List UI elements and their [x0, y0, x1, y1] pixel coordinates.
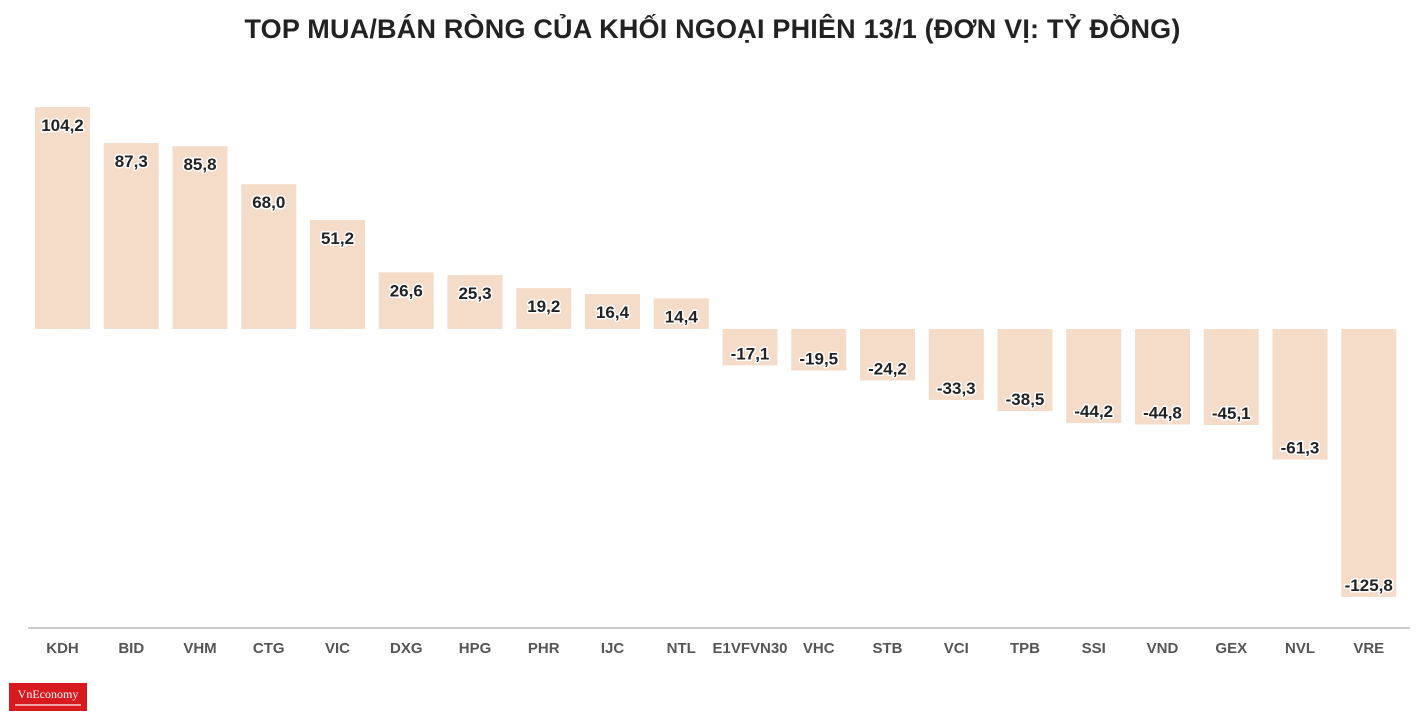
- bar-nvl: [1272, 329, 1328, 460]
- bar-e1vfvn30: [722, 329, 778, 366]
- value-label-vic: 51,2: [321, 229, 354, 248]
- tick-label-ntl: NTL: [667, 640, 696, 657]
- value-label-vhm: 85,8: [183, 155, 216, 174]
- bar-ntl: [653, 298, 709, 329]
- value-label-ntl: 14,4: [665, 307, 699, 326]
- value-label-vci: -33,3: [937, 379, 976, 398]
- tick-label-ijc: IJC: [601, 640, 625, 657]
- value-label-vnd: -44,8: [1143, 403, 1182, 422]
- bar-ssi: [1066, 329, 1122, 424]
- value-label-bid: 87,3: [115, 152, 148, 171]
- tick-label-tpb: TPB: [1010, 640, 1040, 657]
- tick-label-vic: VIC: [325, 640, 350, 657]
- bar-vnd: [1135, 329, 1190, 425]
- bar-gex: [1203, 329, 1259, 426]
- tick-label-dxg: DXG: [390, 640, 423, 657]
- tick-label-gex: GEX: [1215, 640, 1247, 657]
- value-label-dxg: 26,6: [390, 281, 423, 300]
- tick-label-kdh: KDH: [46, 640, 79, 657]
- bars-layer: [35, 107, 1397, 597]
- bar-tpb: [997, 329, 1053, 412]
- value-label-gex: -45,1: [1212, 404, 1251, 423]
- value-label-hpg: 25,3: [458, 284, 491, 303]
- logo-underline: [15, 704, 81, 706]
- bar-kdh: [35, 107, 90, 329]
- x-axis-ticks: KDH BID VHM CTG VIC DXG HPG PHR IJC NTL E1VFVN30 VH…: [46, 640, 1384, 657]
- tick-label-bid: BID: [118, 640, 144, 657]
- tick-label-ctg: CTG: [253, 640, 285, 657]
- bar-vre: [1341, 329, 1397, 597]
- bar-ctg: [241, 184, 297, 329]
- value-label-e1vfvn30: -17,1: [731, 344, 770, 363]
- bar-bid: [103, 143, 159, 329]
- bar-vhm: [172, 146, 228, 329]
- tick-label-ssi: SSI: [1082, 640, 1106, 657]
- bar-vic: [310, 219, 365, 329]
- value-label-ctg: 68,0: [252, 193, 285, 212]
- chart-title: TOP MUA/BÁN RÒNG CỦA KHỐI NGOẠI PHIÊN 13…: [244, 14, 1181, 44]
- value-label-vre: -125,8: [1345, 576, 1393, 595]
- bar-phr: [516, 288, 572, 329]
- tick-label-vnd: VND: [1147, 640, 1179, 657]
- tick-label-e1vfvn30: E1VFVN30: [712, 640, 787, 657]
- bar-vhc: [791, 329, 847, 371]
- logo-text: VnEconomy: [17, 687, 79, 701]
- vneconomy-logo: VnEconomy: [9, 683, 87, 711]
- value-label-stb: -24,2: [868, 360, 907, 379]
- bar-ijc: [585, 294, 640, 329]
- bar-dxg: [378, 272, 434, 329]
- value-label-nvl: -61,3: [1281, 439, 1320, 458]
- tick-label-vre: VRE: [1353, 640, 1384, 657]
- value-labels-layer: 104,2 87,3 85,8 68,0 51,2 26,6 25,3 19,2 16,4 14,…: [40, 115, 1395, 597]
- bar-stb: [860, 329, 915, 381]
- value-label-tpb: -38,5: [1006, 390, 1045, 409]
- tick-label-hpg: HPG: [459, 640, 492, 657]
- bar-vci: [928, 329, 984, 400]
- bar-hpg: [447, 275, 503, 329]
- tick-label-phr: PHR: [528, 640, 560, 657]
- value-label-ssi: -44,2: [1074, 402, 1113, 421]
- tick-label-vhm: VHM: [183, 640, 216, 657]
- tick-label-vhc: VHC: [803, 640, 835, 657]
- value-label-vhc: -19,5: [799, 350, 838, 369]
- tick-label-nvl: NVL: [1285, 640, 1315, 657]
- value-label-phr: 19,2: [527, 297, 560, 316]
- value-label-ijc: 16,4: [596, 303, 630, 322]
- value-label-kdh: 104,2: [41, 116, 84, 135]
- tick-label-vci: VCI: [944, 640, 969, 657]
- tick-label-stb: STB: [873, 640, 903, 657]
